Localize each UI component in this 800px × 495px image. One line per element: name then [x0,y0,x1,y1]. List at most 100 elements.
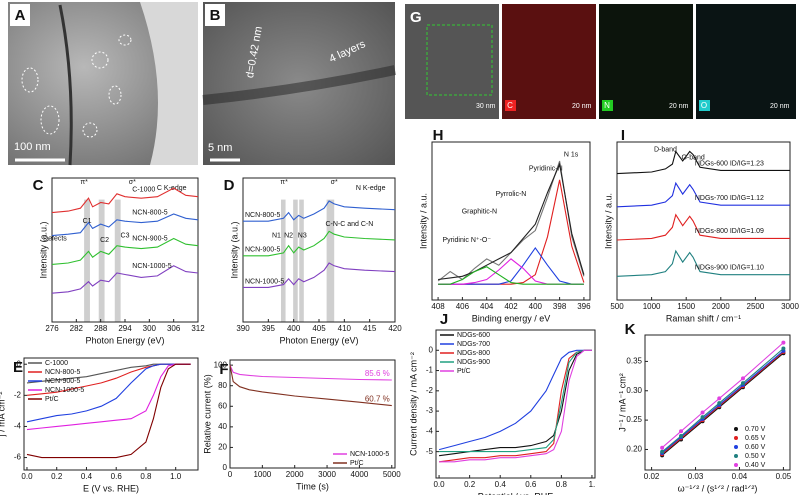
highlight-band [326,199,335,322]
panel-label: I [621,127,625,144]
x-axis-label: E (V vs. RHE) [83,483,139,493]
legend-label: C-1000 [45,360,68,367]
circles [21,34,132,138]
x-tick-label: 404 [480,302,494,311]
series-line [438,266,584,285]
annotation: σ* [331,179,338,186]
highlight-band [98,199,105,322]
x-tick-label: 406 [456,302,470,311]
x-tick-label: 0.05 [776,472,792,481]
y-tick-label: 60 [218,401,227,410]
y-tick-label: -3 [426,406,434,415]
series-label: C-1000 [132,187,155,194]
point [660,449,665,454]
x-tick-label: 0.02 [644,472,660,481]
series-label: NCN-1000-5 [245,278,284,285]
series-line [661,342,784,449]
x-tick-label: 300 [143,324,157,333]
point [740,376,745,381]
annotation: G-band [681,155,704,162]
x-axis-label: Photon Energy (eV) [85,335,164,345]
annotation: C K-edge [157,185,187,192]
tem-region [140,2,198,165]
series-line [229,364,392,407]
x-tick-label: 410 [338,324,352,333]
series-line [26,363,191,431]
annotation: Defects [43,235,67,242]
annotation: Pyrrolic-N [496,191,527,198]
x-tick-label: 2000 [712,302,730,311]
point [679,429,684,434]
x-tick-label: 396 [577,302,591,311]
series-line [229,364,392,381]
x-tick-label: 408 [431,302,445,311]
stem-image [405,4,499,119]
x-tick-label: 3000 [318,470,336,479]
series-label: NCN-900-5 [132,236,168,243]
series-line [243,262,396,288]
series-line [51,237,199,265]
y-axis-label: Intensity (a.u.) [38,221,48,278]
point [700,410,705,415]
x-tick-label: 390 [236,324,250,333]
point [717,401,722,406]
x-tick-label: 5000 [383,470,401,479]
y-axis-label: Intensity / a.u. [418,193,428,249]
y-tick-label: -5 [426,447,434,456]
highlight-band [84,199,90,322]
legend-label: 0.40 V [745,462,766,469]
x-tick-label: 2500 [747,302,765,311]
x-tick-label: 1. [589,480,596,489]
annotation: Graphitic-N [462,208,497,215]
series-line [616,181,790,208]
x-tick-label: 405 [312,324,326,333]
x-tick-label: 0.8 [556,480,568,489]
annotation: π* [80,179,88,186]
annotation: σ* [129,179,136,186]
y-axis-label: j / mA cm⁻² [0,392,6,438]
x-tick-label: 395 [262,324,276,333]
plot-frame [431,141,591,301]
point [781,340,786,345]
series-label: NCN-1000-5 [132,263,171,270]
x-tick-label: 0.4 [495,480,507,489]
y-tick-label: -4 [14,422,22,431]
x-tick-label: 1000 [643,302,661,311]
panel-label: C [33,177,44,194]
legend-label: NDGs-900 [457,359,490,366]
series-line [439,349,592,463]
annotation: C1 [83,218,92,225]
annotation: Pyridinic-N [529,166,563,173]
point [700,415,705,420]
x-tick-label: 288 [94,324,108,333]
y-tick-label: 20 [218,443,227,452]
legend-label: 0.65 V [745,435,766,442]
annotation: C2 [100,237,109,244]
y-tick-label: 0 [429,345,434,354]
series-line [439,349,592,457]
series-label: NDGs-800 ID/IG=1.09 [695,228,764,235]
x-tick-label: 4000 [351,470,369,479]
value-label: 85.6 % [365,369,390,378]
annotation: N1 [272,232,281,239]
annotation: N3 [298,232,307,239]
selection [426,24,493,96]
series-line [661,352,784,456]
x-tick-label: 3000 [781,302,799,311]
x-axis-label: Binding energy / eV [472,313,551,323]
x-tick-label: 0.03 [688,472,704,481]
series-line [661,351,784,455]
channel: O [701,101,707,110]
x-tick-label: 402 [504,302,518,311]
series-line [51,187,199,214]
series-line [438,349,592,451]
legend-label: NDGs-600 [457,332,490,339]
x-tick-label: 294 [118,324,132,333]
x-axis-label: Time (s) [296,481,329,491]
legend-label: 0.60 V [745,444,766,451]
map-c [502,4,596,119]
series-label: NDGs-700 ID/IG=1.12 [695,195,764,202]
y-axis-label: J⁻¹ / mA⁻¹ cm² [617,373,627,432]
series-line [439,349,592,453]
y-axis-label: Intensity (a.u.) [229,221,239,278]
